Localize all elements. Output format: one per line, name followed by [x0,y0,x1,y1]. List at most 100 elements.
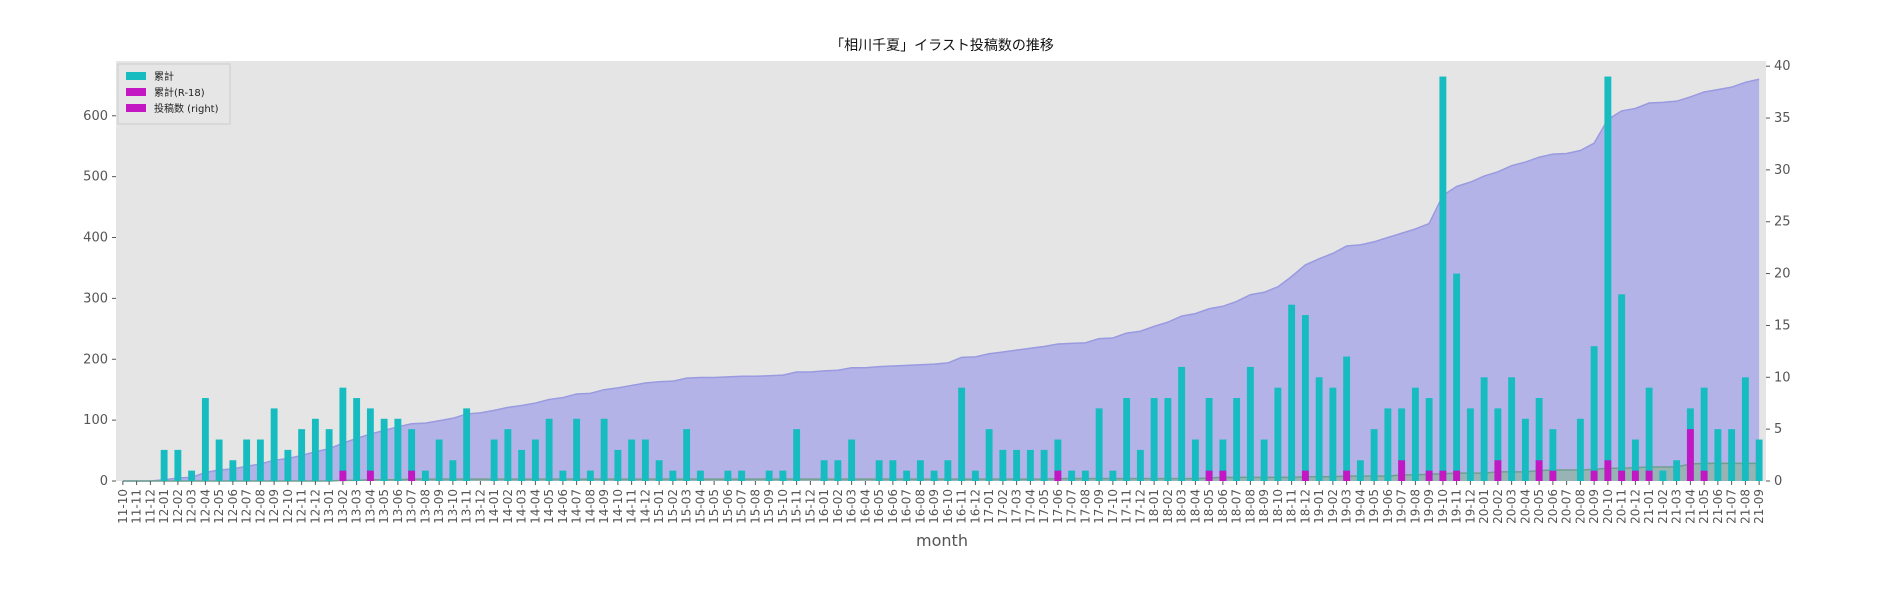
bar-0-18-06 [1219,439,1227,481]
left-y-axis: 0 100 200 300 400 500 600 [83,109,116,489]
legend-swatch [126,72,146,80]
x-tick-label: 16-04 [858,489,872,524]
bar-0-14-01 [490,439,498,481]
x-tick-label: 14-09 [597,489,611,524]
bar-0-18-10 [1274,387,1282,481]
x-tick-label: 21-09 [1752,489,1766,524]
bar-0-16-08 [916,460,924,481]
left-tick-label: 500 [83,170,108,185]
chart-title: 「相川千夏」イラスト投稿数の推移 [830,38,1054,54]
bar-0-12-03 [188,470,196,481]
bar-0-15-01 [655,460,663,481]
bar-0-16-02 [834,460,842,481]
x-tick-label: 15-12 [803,489,817,524]
bar-0-17-03 [1013,449,1021,481]
legend-label: 投稿数 (right) [154,102,219,115]
x-tick-label: 18-12 [1298,489,1312,524]
x-tick-label: 13-07 [405,489,419,524]
bar-0-15-07 [738,470,746,481]
bar-0-14-05 [545,418,553,481]
x-tick-label: 14-11 [625,489,639,524]
bar-0-14-09 [600,418,608,481]
bar-1-21-01 [1645,470,1653,481]
bar-0-21-08 [1741,377,1749,481]
x-tick-label: 20-09 [1587,489,1601,524]
bar-0-19-06 [1384,408,1392,481]
bar-0-19-12 [1466,408,1474,481]
bar-0-17-06 [1054,439,1062,481]
bar-0-20-12 [1631,439,1639,481]
bar-0-17-04 [1026,449,1034,481]
bar-1-20-10 [1604,460,1612,481]
bar-1-20-09 [1590,470,1598,481]
x-tick-label: 21-08 [1738,489,1752,524]
right-tick-label: 20 [1774,267,1791,282]
right-tick-label: 30 [1774,163,1791,178]
bar-0-12-02 [174,449,182,481]
right-y-axis: 0 5 10 15 20 25 30 35 40 [1766,59,1791,489]
bar-0-17-09 [1095,408,1103,481]
bar-0-16-09 [930,470,938,481]
x-tick-label: 13-06 [391,489,405,524]
x-tick-label: 14-12 [638,489,652,524]
bar-0-20-05 [1535,398,1543,481]
x-tick-label: 12-10 [281,489,295,524]
x-tick-label: 12-04 [198,489,212,524]
x-tick-label: 20-03 [1505,489,1519,524]
x-tick-label: 18-03 [1175,489,1189,524]
bar-0-17-01 [985,429,993,481]
bar-0-15-10 [779,470,787,481]
left-tick-label: 100 [83,413,108,428]
bar-0-17-05 [1040,449,1048,481]
bar-0-18-02 [1164,398,1172,481]
left-tick-label: 200 [83,352,108,367]
x-tick-label: 13-12 [473,489,487,524]
bar-0-12-08 [256,439,264,481]
bar-0-12-06 [229,460,237,481]
bar-0-13-07 [408,429,416,481]
x-tick-label: 15-11 [790,489,804,524]
x-tick-label: 20-12 [1628,489,1642,524]
x-tick-label: 15-07 [735,489,749,524]
bar-0-14-11 [628,439,636,481]
x-tick-label: 11-12 [143,489,157,524]
x-tick-label: 19-12 [1463,489,1477,524]
x-tick-label: 15-05 [707,489,721,524]
bar-0-16-11 [958,387,966,481]
x-tick-label: 17-11 [1120,489,1134,524]
x-tick-label: 16-02 [831,489,845,524]
bar-0-12-09 [270,408,278,481]
x-tick-label: 15-02 [666,489,680,524]
x-tick-label: 17-07 [1065,489,1079,524]
x-tick-label: 20-10 [1601,489,1615,524]
x-tick-label: 13-11 [460,489,474,524]
bar-1-18-12 [1301,470,1309,481]
bar-0-19-11 [1453,273,1461,481]
bar-1-20-05 [1535,460,1543,481]
x-tick-label: 12-07 [240,489,254,524]
legend-label: 累計 [154,70,174,83]
bar-0-18-03 [1178,366,1186,481]
bar-0-14-03 [518,449,526,481]
left-tick-label: 0 [100,474,108,489]
left-tick-label: 400 [83,231,108,246]
bar-0-19-03 [1343,356,1351,481]
right-tick-label: 10 [1774,370,1791,385]
bar-0-12-04 [201,398,209,481]
x-tick-label: 18-09 [1257,489,1271,524]
x-tick-label: 14-02 [501,489,515,524]
x-tick-label: 14-08 [583,489,597,524]
x-tick-label: 16-11 [955,489,969,524]
bar-0-18-11 [1288,304,1296,481]
bar-0-17-02 [999,449,1007,481]
x-tick-label: 15-03 [680,489,694,524]
x-tick-label: 17-12 [1133,489,1147,524]
right-tick-label: 15 [1774,318,1791,333]
x-tick-label: 18-11 [1285,489,1299,524]
bar-0-19-05 [1370,429,1378,481]
x-tick-label: 13-03 [350,489,364,524]
bar-1-21-05 [1700,470,1708,481]
x-tick-label: 17-06 [1051,489,1065,524]
x-tick-label: 18-02 [1161,489,1175,524]
x-tick-label: 20-11 [1615,489,1629,524]
